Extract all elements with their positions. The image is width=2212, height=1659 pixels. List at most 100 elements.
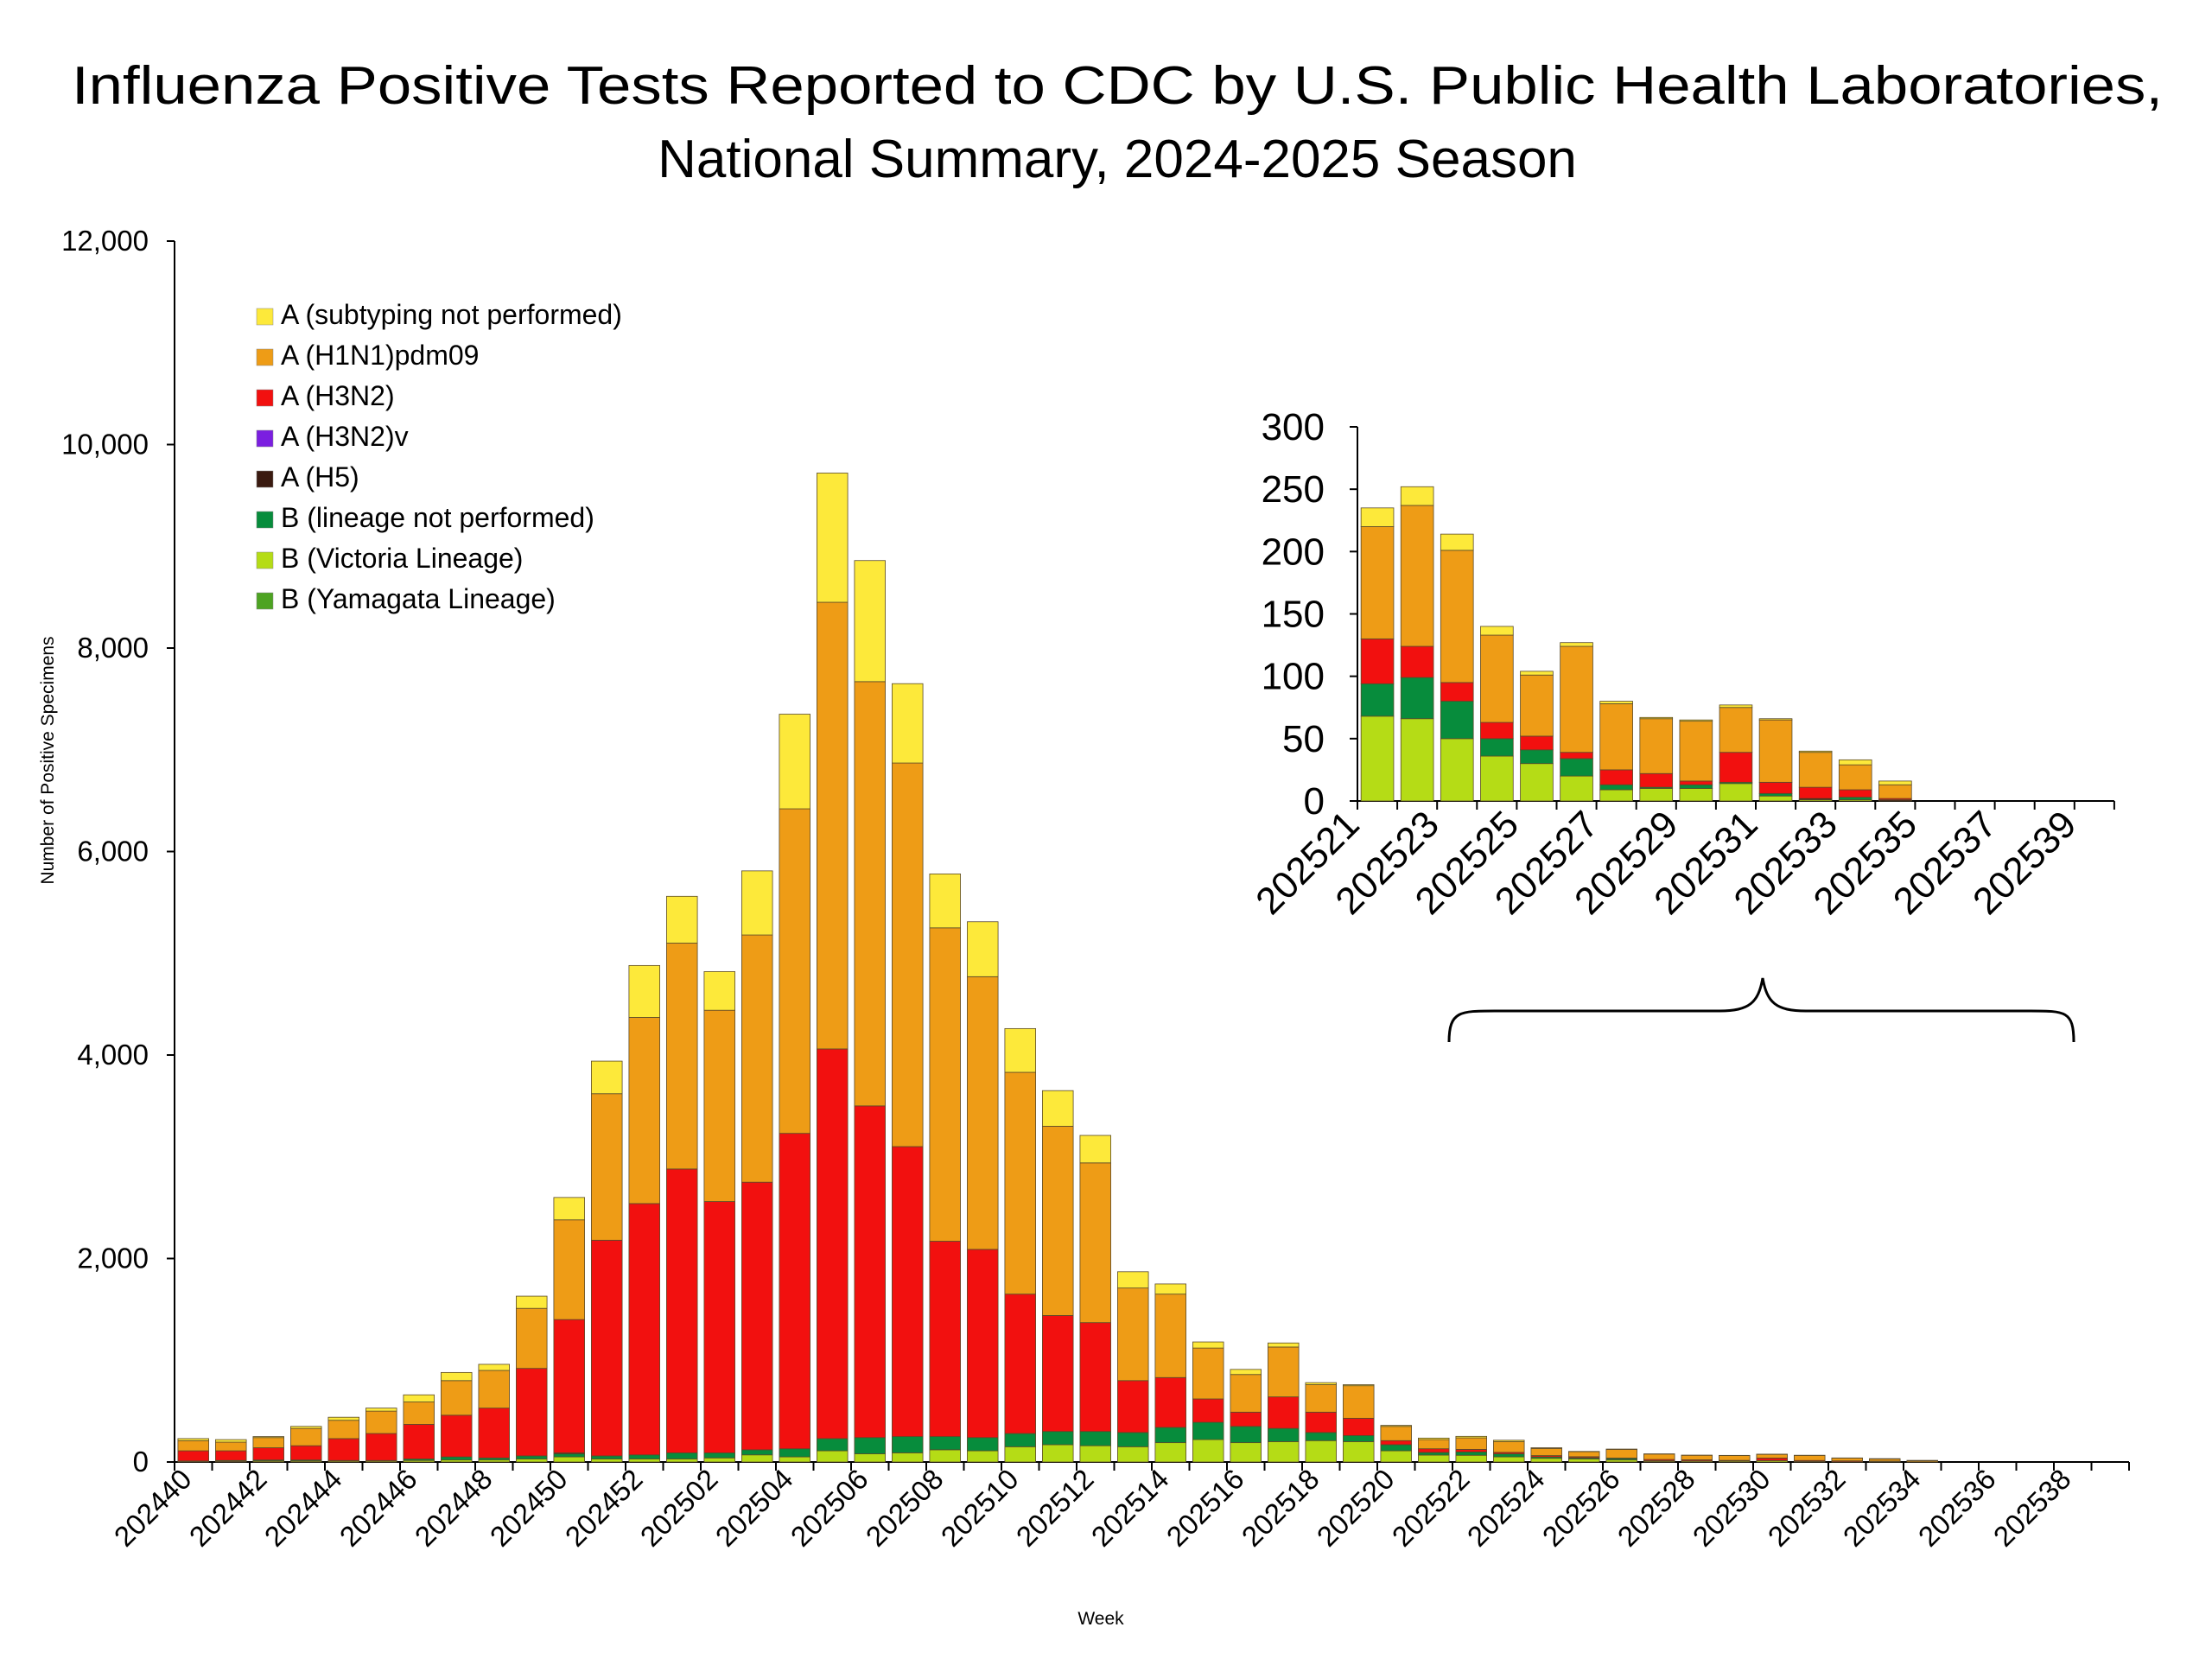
main-bar-202441-seg-7 — [215, 1439, 247, 1443]
main-bar-202519-seg-7 — [1343, 1384, 1375, 1387]
inset-bar-202523-seg-1 — [1440, 701, 1474, 740]
main-bar-202444-seg-6 — [327, 1420, 359, 1440]
main-bar-202519-seg-5 — [1343, 1417, 1375, 1436]
inset-bar-202529-seg-0 — [1679, 788, 1713, 802]
main-bar-202521-seg-0 — [1418, 1454, 1450, 1463]
main-bar-202519-seg-0 — [1343, 1441, 1375, 1463]
inset-bar-202528-seg-5 — [1639, 772, 1674, 788]
main-bar-202517-seg-0 — [1268, 1441, 1300, 1463]
main-bar-202501-seg-1 — [666, 1452, 698, 1459]
inset-bar-202521-seg-5 — [1360, 638, 1395, 684]
legend-swatch — [256, 308, 274, 326]
inset-y-tick-label: 200 — [1262, 531, 1325, 573]
main-bar-202521-seg-5 — [1418, 1448, 1450, 1453]
main-bar-202450-seg-0 — [553, 1456, 585, 1463]
main-bar-202507-seg-1 — [892, 1436, 924, 1453]
main-bar-202501-seg-0 — [666, 1459, 698, 1463]
main-bar-202503-seg-6 — [741, 934, 773, 1183]
main-bar-202518-seg-6 — [1305, 1384, 1337, 1413]
inset-bar-202531-seg-5 — [1758, 781, 1793, 794]
main-bar-202446-seg-5 — [403, 1424, 435, 1459]
inset-bar-202527-seg-5 — [1599, 769, 1633, 785]
y-axis-label: Number of Positive Specimens — [38, 636, 58, 884]
inset-bar-202532-seg-5 — [1798, 786, 1833, 799]
main-x-tick-label: 202538 — [1987, 1463, 2077, 1553]
main-bar-202509-seg-0 — [967, 1450, 999, 1463]
inset-bar-202526-seg-5 — [1560, 752, 1593, 760]
main-bar-202440-seg-7 — [177, 1438, 209, 1441]
main-bar-202512-seg-0 — [1079, 1445, 1111, 1463]
inset-bar-202525-seg-6 — [1520, 674, 1554, 737]
legend-swatch — [256, 348, 274, 366]
main-x-tick-label: 202516 — [1160, 1463, 1250, 1553]
inset-bar-202522-seg-5 — [1400, 645, 1434, 678]
main-bar-202509-seg-5 — [967, 1249, 999, 1439]
inset-brace — [1447, 977, 2075, 1043]
main-bar-202516-seg-7 — [1230, 1369, 1262, 1376]
main-bar-202524-seg-7 — [1530, 1447, 1562, 1449]
legend-swatch — [256, 551, 274, 569]
main-x-tick-label: 202448 — [409, 1463, 499, 1553]
inset-bar-202528-seg-6 — [1639, 718, 1674, 774]
inset-y-tick-label: 0 — [1304, 780, 1325, 823]
main-x-tick-label: 202526 — [1536, 1463, 1626, 1553]
main-bar-202511-seg-1 — [1042, 1431, 1074, 1446]
inset-bar-202534-seg-7 — [1878, 780, 1912, 785]
main-bar-202527-seg-6 — [1643, 1453, 1675, 1460]
main-bar-202501-seg-7 — [666, 895, 698, 944]
inset-bar-202521-seg-7 — [1360, 507, 1395, 527]
main-bar-202525-seg-6 — [1568, 1451, 1600, 1458]
main-bar-202449-seg-5 — [516, 1368, 548, 1457]
main-bar-202509-seg-6 — [967, 976, 999, 1250]
main-bar-202508-seg-0 — [929, 1449, 961, 1463]
inset-bar-202531-seg-1 — [1758, 792, 1793, 797]
main-bar-202507-seg-6 — [892, 762, 924, 1147]
inset-bar-202524-seg-7 — [1480, 626, 1514, 636]
main-bar-202506-seg-0 — [854, 1453, 886, 1463]
legend: A (subtyping not performed) A (H1N1)pdm09… — [256, 299, 622, 614]
main-bar-202440-seg-5 — [177, 1450, 209, 1462]
main-x-tick-label: 202452 — [559, 1463, 649, 1553]
main-bar-202451-seg-5 — [591, 1239, 623, 1457]
main-bar-202510-seg-5 — [1004, 1294, 1036, 1434]
main-bar-202512-seg-6 — [1079, 1162, 1111, 1324]
main-y-tick-label: 12,000 — [61, 225, 149, 257]
legend-swatch — [256, 470, 274, 488]
main-bar-202502-seg-0 — [703, 1457, 735, 1463]
main-bar-202507-seg-7 — [892, 683, 924, 764]
inset-bar-202528-seg-0 — [1639, 788, 1674, 802]
inset-bar-202530-seg-6 — [1719, 707, 1753, 753]
inset-bar-202521-seg-6 — [1360, 526, 1395, 639]
main-bar-202503-seg-0 — [741, 1454, 773, 1463]
main-bar-202511-seg-0 — [1042, 1444, 1074, 1463]
main-bar-202446-seg-7 — [403, 1394, 435, 1402]
main-bar-202514-seg-0 — [1154, 1442, 1186, 1463]
main-bar-202501-seg-5 — [666, 1168, 698, 1453]
legend-swatch — [256, 592, 274, 610]
main-x-tick-label: 202514 — [1085, 1463, 1175, 1553]
inset-bar-202533-seg-7 — [1838, 759, 1872, 766]
legend-label: A (H5) — [281, 461, 359, 493]
main-bar-202523-seg-1 — [1493, 1453, 1525, 1458]
main-bar-202522-seg-1 — [1455, 1451, 1487, 1456]
inset-bar-202529-seg-7 — [1679, 719, 1713, 722]
main-bar-202516-seg-5 — [1230, 1411, 1262, 1427]
main-bar-202530-seg-6 — [1756, 1453, 1788, 1459]
main-bar-202510-seg-1 — [1004, 1433, 1036, 1447]
inset-bar-202533-seg-1 — [1838, 797, 1872, 800]
main-bar-202445-seg-5 — [365, 1433, 397, 1461]
main-bar-202523-seg-7 — [1493, 1440, 1525, 1442]
inset-bar-202531-seg-0 — [1758, 795, 1793, 802]
main-bar-202531-seg-6 — [1794, 1454, 1826, 1461]
main-bar-202504-seg-0 — [779, 1456, 810, 1463]
main-bar-202524-seg-0 — [1530, 1458, 1562, 1463]
main-bar-202513-seg-0 — [1117, 1446, 1149, 1463]
main-bar-202507-seg-0 — [892, 1452, 924, 1463]
main-bar-202516-seg-1 — [1230, 1426, 1262, 1444]
main-bar-202517-seg-5 — [1268, 1396, 1300, 1429]
main-x-tick-label: 202444 — [258, 1463, 348, 1553]
inset-bar-202525-seg-0 — [1520, 763, 1554, 802]
main-bar-202514-seg-5 — [1154, 1376, 1186, 1428]
main-bar-202508-seg-7 — [929, 874, 961, 929]
